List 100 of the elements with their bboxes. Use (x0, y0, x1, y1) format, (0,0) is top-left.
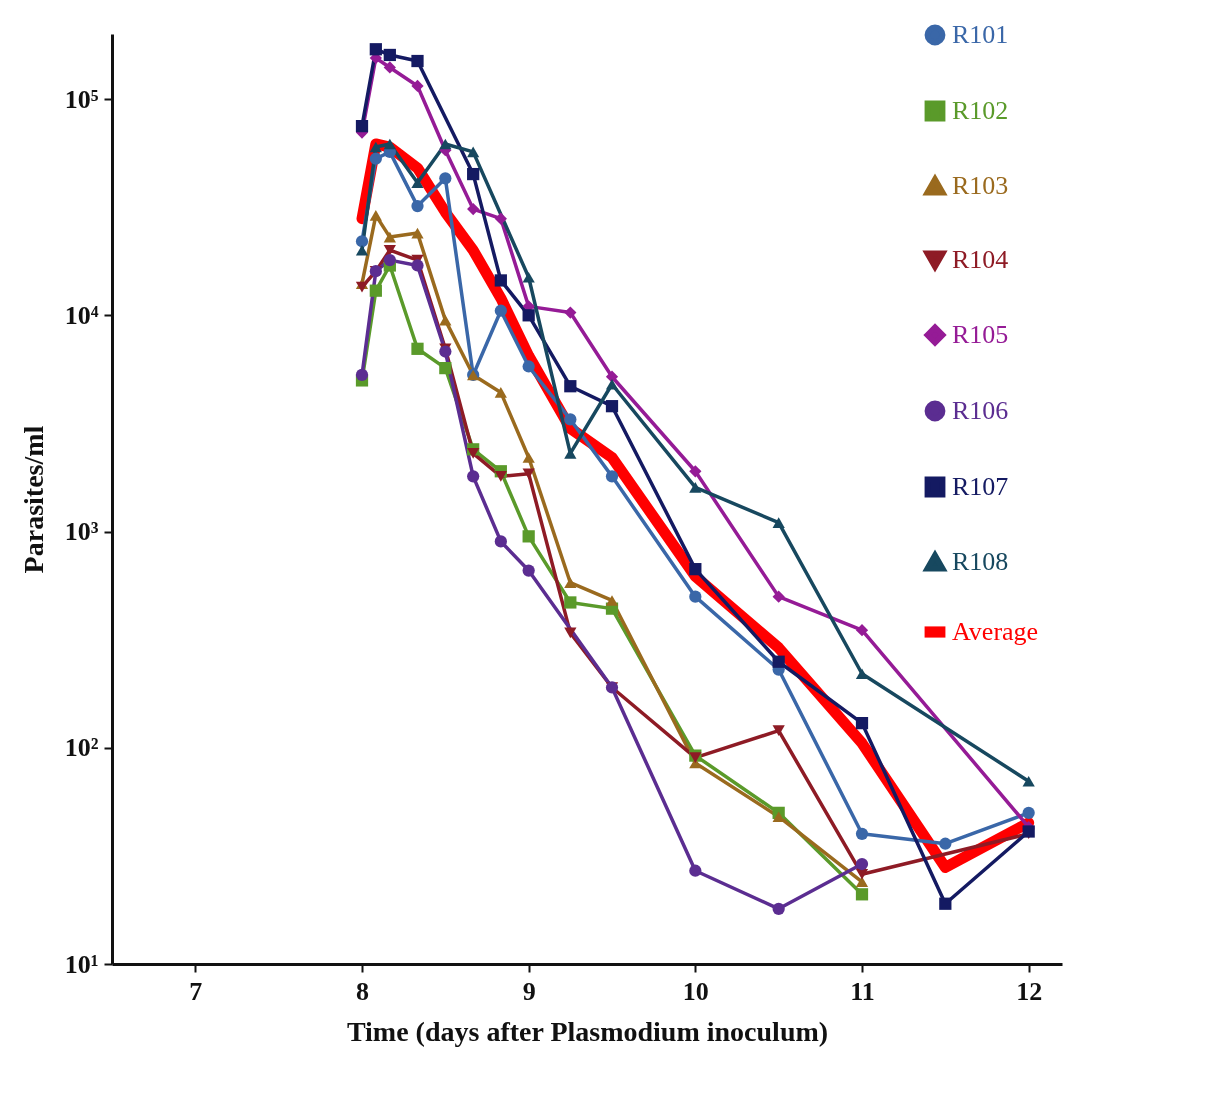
point (383, 244, 396, 256)
point (369, 284, 382, 297)
point (522, 271, 535, 283)
y-tick-label: 10¹ (64, 949, 99, 979)
point (564, 577, 577, 588)
point (369, 141, 382, 153)
point (411, 199, 424, 213)
point (494, 274, 507, 287)
point (1022, 775, 1035, 787)
point (772, 725, 785, 736)
point (494, 212, 507, 225)
point (689, 590, 702, 603)
point (467, 167, 480, 181)
x-axis-title: Time (days after Plasmodium inoculum) (346, 1015, 829, 1047)
point (383, 231, 396, 243)
point (355, 244, 369, 256)
point (522, 468, 535, 480)
point (522, 564, 535, 577)
point (605, 400, 619, 413)
point (467, 202, 480, 216)
x-tick-label: 7 (189, 976, 203, 1006)
point (355, 235, 369, 248)
point (383, 138, 396, 150)
point (855, 827, 869, 840)
x-tick-label: 8 (356, 976, 369, 1006)
legend-label: R103 (952, 171, 1009, 200)
point (689, 563, 702, 576)
legend-label: R107 (952, 472, 1009, 501)
point (355, 119, 369, 133)
point (411, 79, 424, 93)
legend-label: Average (952, 617, 1039, 646)
x-tick-label: 12 (1016, 976, 1043, 1006)
point (855, 876, 869, 888)
point (689, 465, 702, 478)
point (369, 152, 382, 165)
point (855, 624, 869, 637)
legend-label: R108 (952, 547, 1009, 576)
point (411, 227, 424, 239)
point (522, 452, 535, 463)
point (383, 61, 396, 74)
point (369, 43, 382, 56)
point (564, 596, 577, 609)
point (772, 902, 785, 915)
x-tick-label: 10 (682, 976, 709, 1006)
legend-label: R104 (952, 245, 1009, 274)
point (772, 590, 785, 603)
point (772, 655, 785, 668)
point (605, 595, 619, 606)
point (439, 314, 452, 326)
y-tick-label: 10² (64, 733, 99, 763)
x-tick-label: 9 (522, 976, 536, 1006)
x-tick-label: 11 (850, 976, 875, 1006)
point (564, 627, 577, 639)
point (411, 342, 424, 355)
point (383, 254, 396, 267)
point (411, 177, 424, 189)
point (522, 530, 535, 543)
point (855, 717, 869, 730)
point (772, 517, 785, 528)
point (605, 470, 619, 483)
point (564, 413, 577, 426)
point (564, 380, 577, 393)
y-tick-label: 10⁴ (64, 300, 99, 330)
point (689, 864, 702, 877)
point (439, 361, 452, 375)
point (494, 535, 507, 548)
point (855, 868, 869, 880)
point (522, 309, 535, 322)
point (411, 259, 424, 272)
point (494, 387, 507, 398)
point (605, 370, 619, 383)
point (411, 54, 424, 68)
point (522, 360, 535, 373)
legend-label: R101 (952, 20, 1009, 49)
point (494, 304, 507, 317)
point (355, 368, 369, 382)
point (467, 448, 480, 459)
point (439, 172, 452, 185)
point (689, 482, 702, 493)
point (855, 888, 869, 901)
point (383, 48, 396, 62)
y-axis-title: Parasites/ml (17, 425, 49, 574)
point (564, 448, 577, 459)
point (855, 857, 869, 871)
y-tick-label: 10³ (64, 517, 99, 547)
point (939, 837, 952, 850)
point (467, 470, 480, 483)
point (605, 378, 619, 390)
point (855, 668, 869, 680)
point (439, 138, 452, 150)
legend-label: R102 (952, 96, 1009, 125)
point (369, 210, 382, 221)
y-tick-label: 10⁵ (64, 84, 99, 114)
point (494, 471, 507, 482)
point (564, 306, 577, 319)
legend-label: R105 (952, 320, 1009, 349)
point (467, 146, 480, 158)
point (1022, 806, 1035, 819)
point (939, 897, 952, 910)
legend-label: R106 (952, 396, 1009, 425)
